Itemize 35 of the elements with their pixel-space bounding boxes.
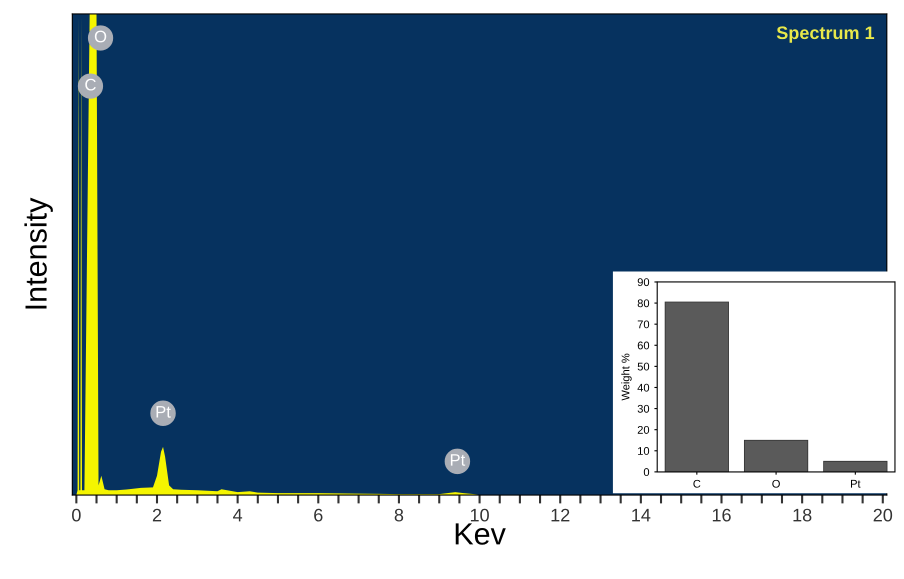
x-axis-title: Kev (456, 523, 506, 545)
y-axis-title: Intensity (24, 198, 53, 309)
x-tick-label: 18 (793, 508, 812, 522)
x-tick-label: 6 (314, 508, 323, 522)
x-tick-label: 12 (552, 508, 570, 522)
bar (664, 302, 729, 472)
y-tick-label: 50 (638, 362, 650, 371)
annotation: Pt (156, 406, 171, 418)
x-tick-label: O (772, 480, 780, 488)
x-tick-label: 16 (712, 508, 731, 522)
y-axis-title: Weight % (621, 354, 632, 401)
y-tick-label: 10 (638, 447, 650, 455)
x-tick-label: Pt (850, 480, 860, 488)
x-tick-label: 20 (874, 508, 892, 522)
x-tick-label: 10 (470, 508, 489, 522)
x-tick-label: 2 (152, 508, 162, 522)
annotation: C (85, 78, 96, 91)
y-tick-label: 20 (638, 426, 650, 434)
bar (823, 460, 888, 472)
y-tick-label: 60 (638, 342, 650, 350)
y-tick-label: 30 (638, 404, 650, 413)
x-tick-label: 14 (632, 508, 650, 522)
y-tick-label: 70 (638, 320, 650, 328)
y-tick-label: 40 (637, 384, 650, 392)
x-tick-label: C (693, 480, 700, 488)
annotation: Spectrum 1 (776, 26, 874, 43)
bar (744, 440, 808, 472)
annotation: O (94, 30, 106, 42)
x-tick-label: 0 (72, 508, 81, 522)
annotation: Pt (450, 454, 466, 466)
y-tick-label: 80 (638, 299, 650, 308)
x-tick-label: 8 (394, 508, 404, 522)
y-tick-label: 90 (638, 278, 650, 286)
y-tick-label: 0 (644, 468, 650, 476)
x-tick-label: 4 (233, 508, 242, 522)
